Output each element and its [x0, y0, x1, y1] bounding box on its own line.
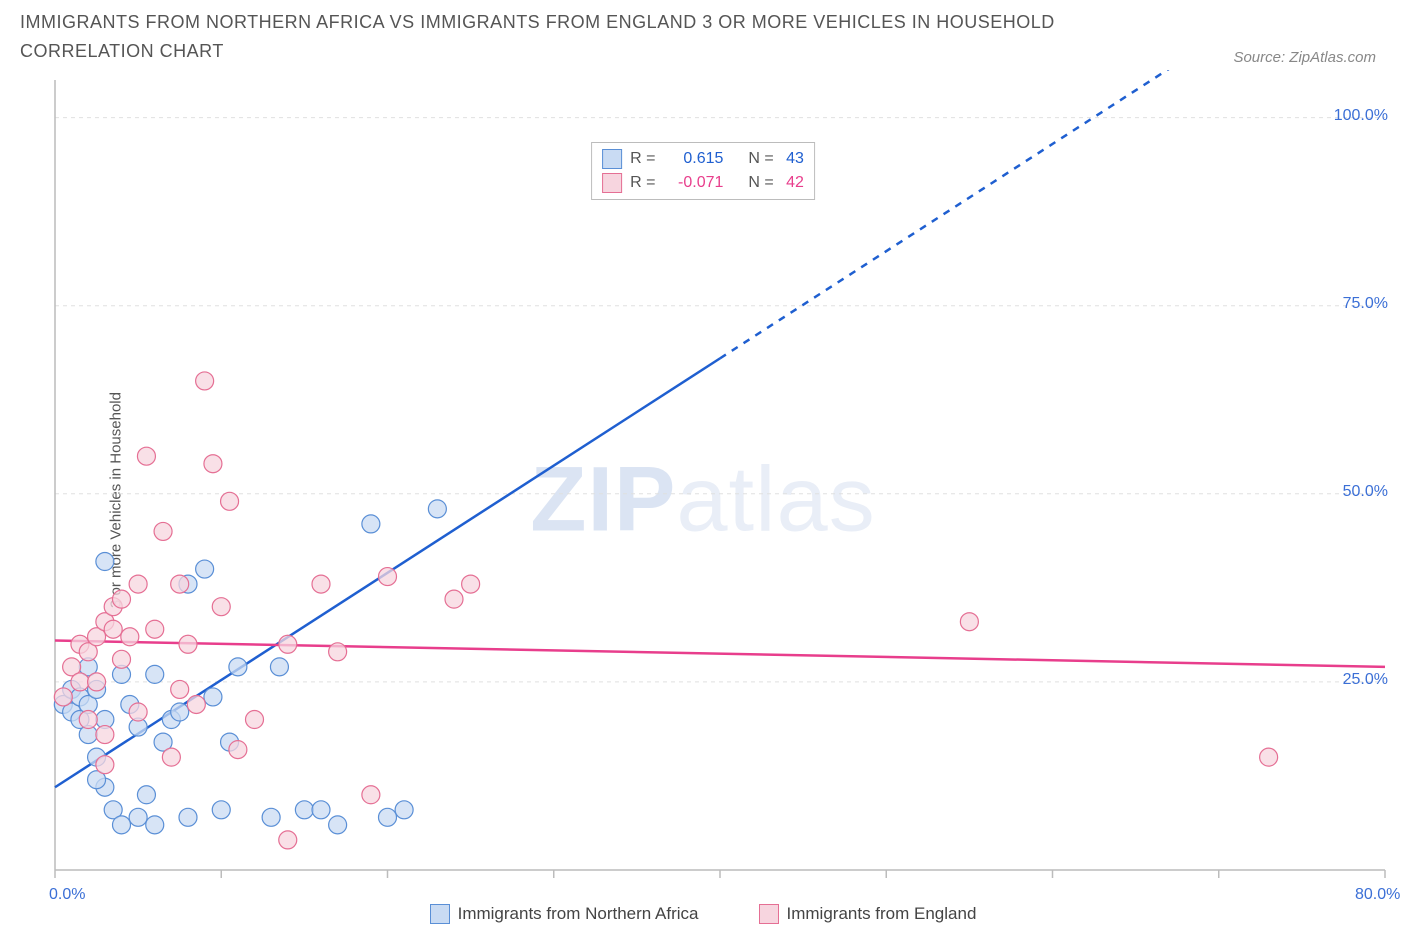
legend-item-label: Immigrants from Northern Africa	[458, 904, 699, 924]
legend-item: Immigrants from Northern Africa	[430, 904, 699, 924]
x-tick-label: 0.0%	[49, 886, 85, 904]
legend-r-value: 0.615	[663, 150, 723, 168]
legend-n-label: N =	[748, 150, 773, 168]
legend-n-label: N =	[748, 174, 773, 192]
legend-swatch	[430, 904, 450, 924]
legend-stat-row: R = 0.615 N = 43	[602, 147, 804, 171]
legend-swatch	[759, 904, 779, 924]
legend-item: Immigrants from England	[759, 904, 977, 924]
y-tick-label: 25.0%	[1343, 671, 1388, 689]
page-title: IMMIGRANTS FROM NORTHERN AFRICA VS IMMIG…	[20, 8, 1120, 66]
legend-n-value: 42	[782, 174, 804, 192]
y-tick-label: 100.0%	[1334, 107, 1388, 125]
legend-item-label: Immigrants from England	[787, 904, 977, 924]
x-tick-label: 80.0%	[1355, 886, 1400, 904]
legend-n-value: 43	[782, 150, 804, 168]
legend-bottom: Immigrants from Northern Africa Immigrant…	[0, 904, 1406, 924]
y-tick-label: 50.0%	[1343, 483, 1388, 501]
legend-r-value: -0.071	[663, 174, 723, 192]
legend-swatch	[602, 149, 622, 169]
legend-r-label: R =	[630, 150, 655, 168]
legend-swatch	[602, 173, 622, 193]
y-tick-label: 75.0%	[1343, 295, 1388, 313]
legend-r-label: R =	[630, 174, 655, 192]
legend-stat-row: R = -0.071 N = 42	[602, 171, 804, 195]
source-label: Source: ZipAtlas.com	[1233, 49, 1386, 66]
chart-container: 3 or more Vehicles in Household ZIPatlas…	[0, 70, 1406, 930]
legend-stats-box: R = 0.615 N = 43 R = -0.071 N = 42	[591, 142, 815, 200]
